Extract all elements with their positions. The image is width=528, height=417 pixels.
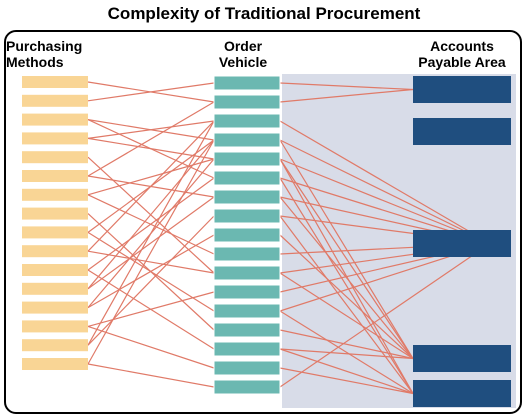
connector-line	[87, 120, 215, 252]
order-vehicle-box	[213, 151, 281, 167]
purchasing-method-box	[22, 320, 88, 333]
accounts-payable-box	[413, 380, 511, 407]
connector-line	[279, 234, 414, 359]
connector-line	[279, 243, 491, 388]
connector-line	[279, 158, 414, 359]
connector-line	[87, 196, 215, 290]
purchasing-method-box	[22, 207, 88, 220]
purchasing-method-box	[22, 358, 88, 370]
purchasing-method-box	[22, 282, 88, 295]
connector-line	[279, 177, 414, 394]
column-label-line: Methods	[6, 54, 64, 70]
connector-line	[279, 139, 491, 245]
purchasing-method-box	[22, 226, 88, 239]
connector-line	[87, 250, 215, 274]
column-label-line: Order	[223, 38, 263, 54]
order-vehicle-box	[213, 303, 281, 319]
purchasing-method-box	[22, 151, 88, 164]
column-label-line: Vehicle	[218, 54, 268, 70]
diagram-title: Complexity of Traditional Procurement	[107, 4, 421, 23]
column-label-purchasing-methods: Purchasing Methods	[6, 38, 126, 70]
connector-line	[87, 291, 215, 327]
connector-line	[279, 310, 414, 395]
column-label-order-vehicle: Order Vehicle	[188, 38, 298, 70]
connector-line	[279, 120, 491, 245]
connector-line	[87, 325, 215, 369]
accounts-payable-box	[413, 118, 511, 145]
order-vehicle-box	[213, 208, 281, 224]
connector-line	[279, 196, 414, 359]
purchasing-method-box	[22, 188, 88, 201]
connector-line	[87, 363, 215, 388]
connector-line	[87, 139, 215, 365]
connector-line	[87, 213, 215, 331]
column-label-accounts-payable: Accounts Payable Area	[400, 38, 524, 70]
connector-line	[279, 88, 414, 103]
order-vehicle-box	[213, 170, 281, 186]
purchasing-method-box	[22, 170, 88, 182]
purchasing-method-box	[22, 301, 88, 314]
order-vehicle-box	[213, 227, 281, 243]
connector-line	[87, 137, 215, 160]
order-vehicle-box	[213, 189, 281, 205]
purchasing-method-box	[22, 264, 88, 276]
connector-line	[279, 329, 414, 360]
column-label-line: Purchasing	[6, 38, 83, 54]
purchasing-method-box	[22, 339, 88, 352]
order-vehicle-box	[213, 94, 281, 110]
connector-line	[87, 120, 215, 346]
connector-line	[279, 348, 414, 395]
order-vehicle-box	[213, 113, 281, 129]
purchasing-method-box	[22, 113, 88, 126]
purchasing-method-box	[22, 94, 88, 107]
order-vehicle-box	[213, 75, 281, 91]
accounts-payable-box	[413, 230, 511, 257]
column-label-line: Payable Area	[418, 54, 506, 70]
order-vehicle-box	[213, 132, 281, 148]
connector-line	[87, 156, 215, 274]
accounts-payable-box	[413, 76, 511, 103]
connector-line	[87, 101, 215, 177]
order-vehicle-box	[213, 246, 281, 262]
connector-line	[279, 82, 414, 91]
order-vehicle-box	[213, 265, 281, 281]
connector-line	[87, 120, 215, 139]
purchasing-method-box	[22, 245, 88, 258]
purchasing-method-box	[22, 132, 88, 145]
connector-line	[279, 139, 414, 359]
connector-line	[87, 215, 215, 346]
column-label-line: Accounts	[430, 38, 494, 54]
connector-line	[279, 215, 414, 394]
order-vehicle-box	[213, 322, 281, 338]
order-vehicle-box	[213, 379, 281, 395]
accounts-payable-box	[413, 345, 511, 372]
purchasing-method-box	[22, 76, 88, 88]
connector-line	[279, 158, 491, 245]
order-vehicle-box	[213, 360, 281, 376]
order-vehicle-box	[213, 284, 281, 300]
connector-line	[87, 81, 215, 103]
order-vehicle-box	[213, 341, 281, 357]
